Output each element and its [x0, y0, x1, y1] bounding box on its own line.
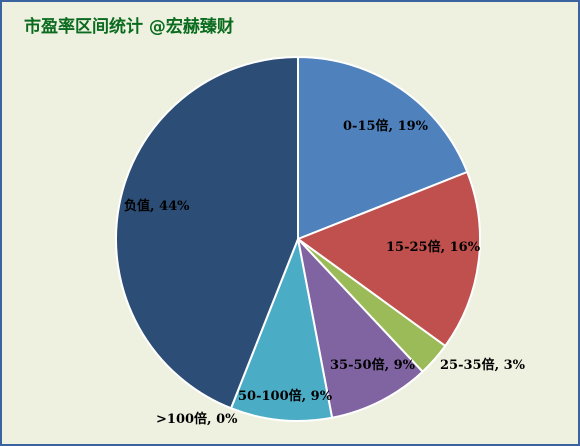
slice-label-3: 25-35倍, 3% — [440, 357, 526, 373]
slice-label-7: 负值, 44% — [124, 198, 190, 214]
pie-slice-2 — [295, 170, 481, 348]
pie-labels: 0-15倍, 19% 15-25倍, 16% 25-35倍, 3% 35-50倍, 9… — [124, 118, 526, 427]
pie-slice-4 — [296, 235, 425, 419]
slice-label-2: 15-25倍, 16% — [386, 239, 481, 255]
pie-slice-7 — [115, 55, 299, 410]
pie-slice-5 — [229, 235, 334, 422]
pie-slice-1 — [297, 55, 469, 241]
slice-label-5: 50-100倍, 9% — [238, 388, 333, 404]
slice-label-4: 35-50倍, 9% — [330, 357, 416, 373]
slice-label-1: 0-15倍, 19% — [343, 118, 429, 134]
chart-title: 市盈率区间统计 @宏赫臻财 — [24, 17, 234, 37]
slice-label-6: >100倍, 0% — [156, 411, 238, 427]
pie-slices — [115, 55, 481, 422]
